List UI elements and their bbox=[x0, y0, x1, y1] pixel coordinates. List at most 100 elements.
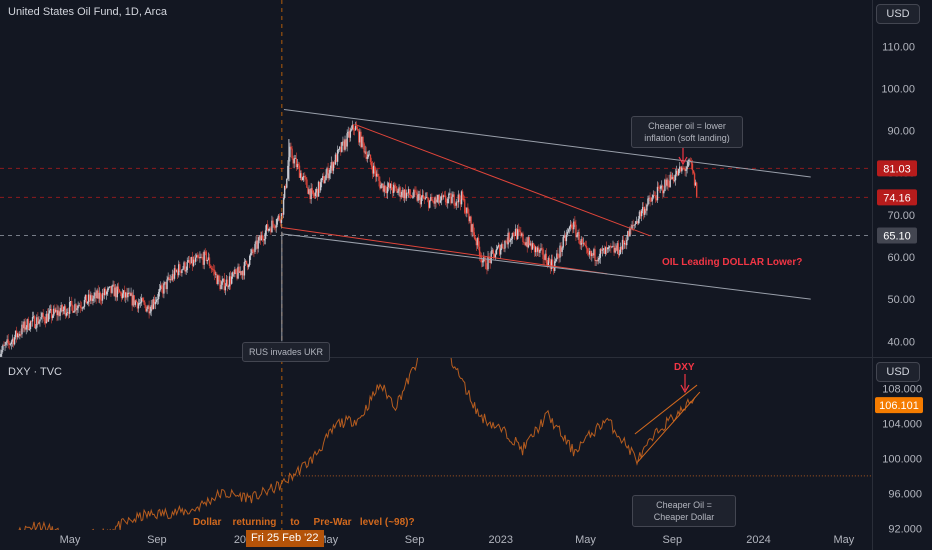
oil-candle-body bbox=[671, 176, 674, 180]
oil-candle-body bbox=[447, 198, 449, 204]
oil-candle-body bbox=[216, 273, 218, 285]
oil-candle-body bbox=[1, 349, 3, 354]
oil-candle-body bbox=[57, 310, 59, 316]
oil-candle-body bbox=[245, 260, 248, 264]
oil-candle-body bbox=[46, 313, 49, 322]
oil-candle-body bbox=[430, 197, 432, 201]
oil-ytick-label: 50.00 bbox=[887, 294, 915, 306]
oil-candle-body bbox=[361, 136, 363, 148]
oil-candle-body bbox=[306, 179, 308, 188]
oil-candle-body bbox=[522, 233, 524, 242]
oil-candle-body bbox=[694, 182, 697, 186]
oil-candle-body bbox=[350, 129, 353, 131]
oil-candle-body bbox=[511, 232, 514, 239]
oil-candle-body bbox=[494, 254, 497, 258]
oil-candle-body bbox=[487, 256, 489, 270]
oil-candle-body bbox=[464, 199, 466, 213]
dollar-returning-annotation: Dollar returning to Pre-War level (~98)? bbox=[193, 517, 415, 528]
oil-candle-body bbox=[626, 239, 628, 246]
oil-candle-body bbox=[278, 215, 281, 220]
oil-candle-body bbox=[386, 187, 389, 194]
oil-candle-body bbox=[88, 294, 90, 302]
oil-candle-body bbox=[486, 268, 488, 270]
oil-candle-body bbox=[493, 253, 496, 258]
oil-candle-body bbox=[349, 130, 352, 138]
oil-candle-body bbox=[305, 177, 307, 180]
oil-candle-body bbox=[644, 208, 646, 215]
oil-candle-body bbox=[162, 287, 164, 294]
oil-candle-body bbox=[62, 309, 64, 312]
oil-candle-body bbox=[608, 246, 610, 248]
oil-candle-body bbox=[14, 330, 17, 338]
oil-candle-body bbox=[578, 232, 580, 244]
oil-candle-body bbox=[345, 139, 347, 147]
oil-candle-body bbox=[680, 166, 682, 172]
oil-candle-body bbox=[189, 262, 192, 264]
oil-candle-body bbox=[151, 305, 153, 310]
oil-candle-body bbox=[155, 299, 158, 302]
oil-candle-body bbox=[337, 149, 340, 151]
oil-candle-body bbox=[268, 229, 270, 231]
oil-candle-body bbox=[164, 281, 166, 284]
oil-candle-body bbox=[295, 158, 298, 168]
oil-candle-body bbox=[226, 279, 229, 287]
oil-candle-body bbox=[347, 131, 349, 134]
oil-candle-body bbox=[176, 270, 179, 276]
oil-candle-body bbox=[425, 197, 428, 198]
oil-candle-body bbox=[618, 254, 621, 255]
oil-candle-body bbox=[531, 243, 534, 250]
oil-candle-body bbox=[270, 228, 272, 233]
oil-candle-body bbox=[344, 139, 346, 150]
x-tick-label: May bbox=[575, 534, 596, 546]
oil-candle-body bbox=[74, 304, 76, 312]
oil-candle-body bbox=[73, 311, 75, 313]
oil-candle-body bbox=[179, 264, 181, 271]
oil-currency-badge[interactable]: USD bbox=[876, 4, 920, 24]
oil-candle-body bbox=[242, 271, 245, 276]
oil-candle-body bbox=[96, 290, 98, 299]
oil-candle-body bbox=[30, 321, 33, 323]
oil-candle-body bbox=[318, 181, 321, 191]
oil-candle-body bbox=[422, 195, 425, 199]
oil-candle-body bbox=[509, 240, 511, 242]
oil-candle-body bbox=[407, 189, 410, 194]
oil-candle-body bbox=[507, 232, 509, 245]
oil-candle-body bbox=[552, 266, 555, 271]
oil-candle-body bbox=[568, 226, 571, 230]
oil-candle-body bbox=[142, 298, 144, 301]
dxy-price-tag-label: 106.101 bbox=[879, 400, 919, 412]
dxy-currency-badge[interactable]: USD bbox=[876, 362, 920, 382]
oil-candle-body bbox=[249, 255, 251, 265]
oil-candle-body bbox=[444, 195, 447, 203]
oil-candle-body bbox=[582, 242, 585, 244]
oil-candle-body bbox=[28, 329, 31, 330]
oil-candle-body bbox=[324, 180, 326, 184]
oil-candle-body bbox=[56, 310, 58, 316]
oil-candle-body bbox=[29, 321, 32, 330]
oil-candle-body bbox=[307, 187, 309, 194]
oil-candle-body bbox=[383, 185, 385, 192]
oil-candle-body bbox=[593, 249, 595, 256]
oil-candle-body bbox=[478, 246, 481, 257]
oil-candle-body bbox=[646, 204, 648, 211]
oil-candle-body bbox=[252, 249, 254, 252]
trendline bbox=[283, 109, 811, 178]
oil-candle-body bbox=[7, 339, 9, 343]
oil-candle-body bbox=[197, 255, 199, 258]
oil-candle-body bbox=[152, 299, 155, 310]
oil-candle-body bbox=[21, 324, 23, 335]
oil-candle-body bbox=[657, 186, 660, 188]
dxy-wedge-lower bbox=[637, 391, 701, 463]
oil-candle-body bbox=[264, 230, 267, 239]
oil-candle-body bbox=[334, 154, 337, 165]
oil-price-tag-label: 81.03 bbox=[883, 163, 911, 175]
oil-candle-body bbox=[636, 221, 639, 224]
oil-candle-body bbox=[567, 229, 570, 232]
oil-candle-body bbox=[209, 265, 212, 268]
oil-candle-body bbox=[174, 268, 177, 272]
oil-candle-body bbox=[327, 168, 329, 179]
oil-candle-body bbox=[175, 270, 178, 272]
oil-candle-body bbox=[167, 277, 169, 280]
oil-candle-body bbox=[641, 207, 644, 211]
oil-candle-body bbox=[26, 319, 28, 328]
